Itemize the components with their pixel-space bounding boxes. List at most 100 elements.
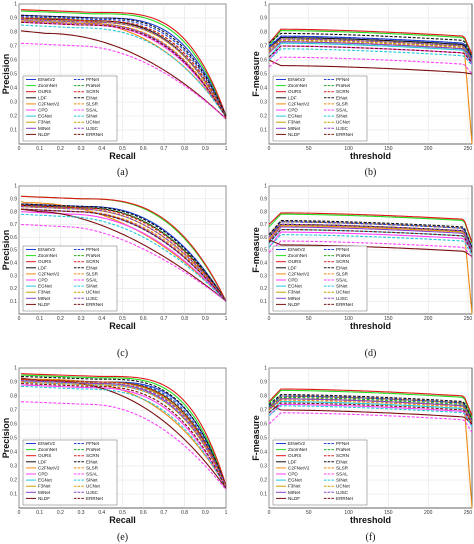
legend-label-f3net: F3Net [288,120,301,125]
series-line-sinet [268,405,473,428]
legend-label-nldf: NLDF [288,132,300,137]
series-line-ours [268,212,473,243]
y-tick-label: 0.2 [260,478,267,484]
series-line-einet [268,32,473,58]
legend-label-errnet: ERRNet [336,132,354,137]
series-line-ujsc [268,223,473,251]
y-tick-label: 0.3 [10,100,17,106]
legend-label-pfnet: PFNet [86,441,100,446]
x-tick-label: 250 [464,146,473,152]
y-tick-label: 0.7 [10,222,17,228]
y-tick-label: 1 [264,2,267,8]
series-line-errnet [268,228,473,253]
x-axis-label: threshold [350,515,391,525]
x-tick-label: 0.8 [181,510,188,516]
legend-label-scrn: SCRN [336,259,349,264]
legend-label-scrn: SCRN [86,453,99,458]
x-tick-label: 150 [384,316,393,322]
panel-caption: (d) [365,348,377,359]
legend-label-minet: MINet [288,296,301,301]
series-line-zoomnet [268,389,473,419]
legend-label-pranet: PraNet [336,447,351,452]
y-tick-label: 0.2 [10,114,17,120]
series-line-sinet [268,234,473,256]
legend-label-pfnet: PFNet [86,247,100,252]
legend-label-cpd: CPD [38,108,48,113]
legend-label-zoomnet: ZoomNet [288,447,308,452]
legend-label-einet: EINet [336,95,348,100]
legend-label-c2fnetv2: C2FNetV2 [288,271,310,276]
series-line-egnet [268,401,473,425]
chart-panel-3: 0 0.1 0.2 0.3 0.4 0.5 0.6 0.7 0.8 0.9 1 0.1 0.2 0.3 0.… [1,184,228,359]
x-tick-label: 0.5 [119,146,126,152]
legend-label-f3net: F3Net [288,290,301,295]
y-tick-label: 0.1 [10,299,17,305]
series-line-zoomnet [268,213,473,244]
x-tick-label: 0.3 [78,146,85,152]
y-axis-label: Precision [1,54,11,95]
series-line-pfnet [268,221,473,248]
y-tick-label: 0.2 [10,286,17,292]
legend-label-f3net: F3Net [38,290,51,295]
legend-label-ssal: SSAL [336,472,348,477]
series-line-ssal [21,223,227,302]
legend-label-ldf: LDF [288,265,297,270]
series-line-ours [21,195,227,302]
legend-label-ldf: LDF [38,265,47,270]
legend-label-ldf: LDF [38,459,47,464]
x-tick-label: 0.1 [36,146,43,152]
y-tick-label: 0.4 [10,86,17,92]
series-line-ssal [21,42,227,120]
legend-label-c2fnetv2: C2FNetV2 [38,101,60,106]
x-tick-label: 0.6 [140,316,147,322]
x-tick-label: 100 [344,316,353,322]
panel-caption: (a) [117,167,128,178]
y-tick-label: 0.4 [260,261,267,267]
series-line-sinet [21,385,227,489]
legend-label-ours: OURS [288,89,301,94]
series-line-pfnet [268,395,473,422]
y-axis-label: F-measure [251,415,261,461]
y-tick-label: 0.9 [10,380,17,386]
legend-label-sinet: SINet [86,114,98,119]
series-line-errnet [21,21,227,118]
series-line-ujsc [21,206,227,302]
x-tick-label: 1 [225,146,228,152]
x-tick-label: 50 [306,510,312,516]
legend-label-ujsc: UJSC [86,490,99,495]
legend-label-sinet: SINet [86,478,98,483]
y-tick-label: 0.5 [10,436,17,442]
legend-label-pranet: PraNet [86,83,101,88]
panel-caption: (b) [365,167,377,178]
legend-label-errnet: ERRNet [86,302,104,307]
legend-label-cpd: CPD [288,278,298,283]
legend-label-errnet: ERRNet [86,496,104,501]
panel-caption: (f) [366,532,376,543]
x-tick-label: 0.6 [140,146,147,152]
y-tick-label: 0.4 [260,86,267,92]
legend-label-egnet: EGNet [38,478,53,483]
legend-label-einetv2: EINetV2 [38,247,56,252]
y-tick-label: 0.3 [260,273,267,279]
x-tick-label: 0.2 [57,316,64,322]
series-line-minet [268,41,473,62]
x-tick-label: 250 [464,510,473,516]
legend-label-ssal: SSAL [86,278,98,283]
series-line-scrn [21,204,227,302]
y-tick-label: 0.1 [260,299,267,305]
legend-label-scrn: SCRN [86,89,99,94]
legend-label-ujsc: UJSC [336,126,349,131]
y-tick-label: 0.5 [260,436,267,442]
legend-label-pranet: PraNet [86,447,101,452]
x-tick-label: 0.8 [181,146,188,152]
y-tick-label: 1 [14,366,17,372]
series-line-cpd [268,231,473,253]
legend-label-ours: OURS [288,453,301,458]
series-line-c2fnetv2 [20,200,227,302]
y-tick-label: 0.1 [10,492,17,498]
legend-label-zoomnet: ZoomNet [38,253,58,258]
series-line-zoomnet [21,374,227,488]
series-line-slsr [268,225,473,251]
